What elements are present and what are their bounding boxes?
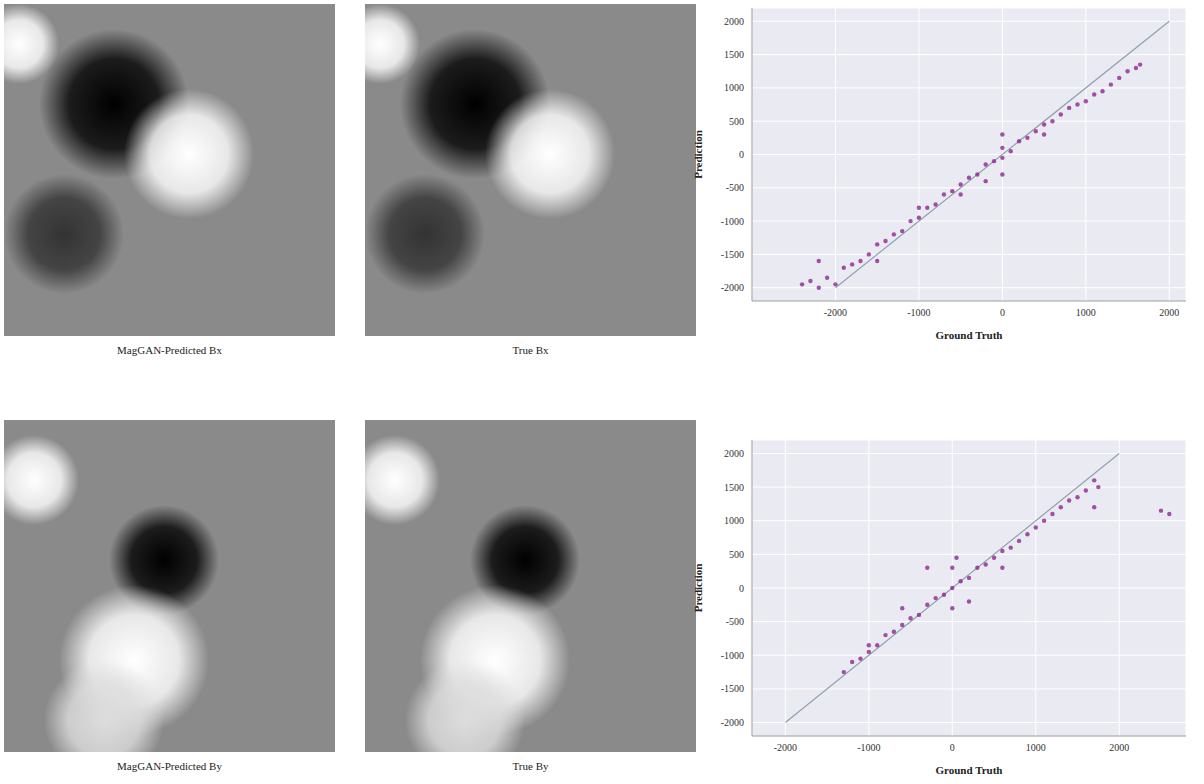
svg-text:Prediction: Prediction	[692, 564, 704, 613]
html-text:True By: True By	[512, 760, 549, 772]
svg-text:2000: 2000	[724, 16, 744, 27]
html-text:MagGAN-Predicted Bx: MagGAN-Predicted Bx	[117, 344, 222, 356]
svg-text:Ground Truth: Ground Truth	[936, 329, 1003, 341]
svg-text:500: 500	[729, 549, 744, 560]
svg-text:-2000: -2000	[721, 282, 744, 293]
svg-text:1000: 1000	[724, 82, 744, 93]
svg-text:-500: -500	[726, 182, 744, 193]
svg-text:1000: 1000	[724, 515, 744, 526]
svg-text:-2000: -2000	[774, 742, 797, 753]
svg-text:-1000: -1000	[721, 650, 744, 661]
svg-text:-1500: -1500	[721, 683, 744, 694]
svg-text:-1000: -1000	[857, 742, 880, 753]
svg-text:500: 500	[729, 116, 744, 127]
svg-text:-500: -500	[726, 616, 744, 627]
svg-text:2000: 2000	[1109, 742, 1129, 753]
svg-text:0: 0	[739, 149, 744, 160]
svg-text:0: 0	[739, 583, 744, 594]
svg-text:1500: 1500	[724, 482, 744, 493]
svg-text:0: 0	[1000, 307, 1005, 318]
svg-text:-1000: -1000	[907, 307, 930, 318]
svg-text:-1500: -1500	[721, 249, 744, 260]
svg-text:1000: 1000	[1026, 742, 1046, 753]
svg-text:-1000: -1000	[721, 216, 744, 227]
svg-text:0: 0	[950, 742, 955, 753]
svg-text:2000: 2000	[1159, 307, 1179, 318]
svg-text:1000: 1000	[1076, 307, 1096, 318]
html-text:True Bx: True Bx	[512, 344, 549, 356]
svg-text:1500: 1500	[724, 49, 744, 60]
svg-text:-2000: -2000	[721, 717, 744, 728]
svg-text:2000: 2000	[724, 448, 744, 459]
svg-text:Prediction: Prediction	[692, 130, 704, 179]
svg-text:-2000: -2000	[824, 307, 847, 318]
html-text:MagGAN-Predicted By: MagGAN-Predicted By	[117, 760, 222, 772]
svg-text:Ground Truth: Ground Truth	[936, 764, 1003, 776]
